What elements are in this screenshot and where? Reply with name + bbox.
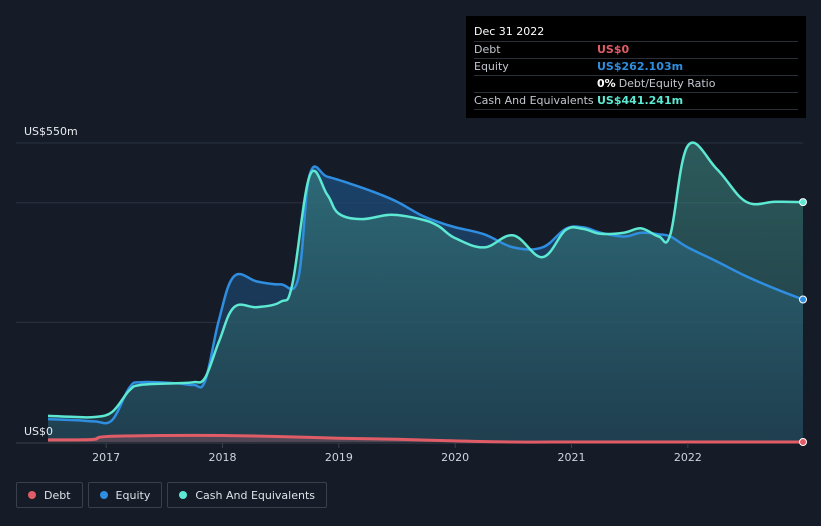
x-tick-label-2022: 2022 — [674, 451, 702, 464]
series-lines — [47, 141, 804, 444]
line-cash-and-equivalents — [47, 141, 804, 419]
y-axis-top-label: US$550m — [24, 125, 78, 138]
tooltip-row-cash: Cash And Equivalents US$441.241m — [474, 92, 798, 110]
x-tick-label-2017: 2017 — [92, 451, 120, 464]
tooltip-ratio-label: Debt/Equity Ratio — [618, 77, 716, 90]
x-axis-ticks: 2017 2018 2019 2020 2021 2022 — [92, 443, 702, 464]
x-tick-label-2018: 2018 — [208, 451, 236, 464]
chart-legend: Debt Equity Cash And Equivalents — [16, 482, 327, 508]
data-tooltip: Dec 31 2022 Debt US$0 Equity US$262.103m… — [466, 16, 806, 118]
tooltip-row-equity: Equity US$262.103m — [474, 58, 798, 75]
tooltip-equity-label: Equity — [474, 60, 509, 73]
series-areas — [48, 142, 803, 443]
legend-equity-label: Equity — [115, 488, 151, 502]
legend-equity-dot-icon — [99, 491, 108, 499]
x-tick-label-2019: 2019 — [325, 451, 353, 464]
endpoint-cash-and-equivalents — [799, 198, 807, 207]
tooltip-date: Dec 31 2022 — [474, 25, 545, 38]
legend-debt-dot-icon — [28, 491, 36, 499]
legend-item-cash[interactable]: Cash And Equivalents — [167, 482, 327, 508]
tooltip-ratio-value: 0% — [597, 77, 616, 90]
legend-item-equity[interactable]: Equity — [87, 482, 163, 508]
series-endpoints — [799, 198, 807, 446]
tooltip-debt-label: Debt — [474, 43, 501, 56]
x-tick-label-2021: 2021 — [557, 451, 585, 464]
y-axis-bottom-label: US$0 — [24, 425, 53, 438]
tooltip-equity-value: US$262.103m — [597, 60, 684, 73]
tooltip-row-ratio: 0% Debt/Equity Ratio — [474, 75, 798, 92]
legend-item-debt[interactable]: Debt — [16, 482, 83, 508]
area-cash-and-equivalents — [48, 142, 803, 442]
legend-debt-label: Debt — [44, 488, 71, 502]
tooltip-debt-value: US$0 — [597, 43, 630, 56]
x-tick-label-2020: 2020 — [441, 451, 469, 464]
endpoint-debt — [799, 438, 807, 446]
line-debt — [47, 433, 803, 444]
tooltip-cash-label: Cash And Equivalents — [474, 94, 594, 107]
legend-cash-label: Cash And Equivalents — [195, 488, 315, 502]
tooltip-row-debt: Debt US$0 — [474, 41, 798, 58]
tooltip-cash-value: US$441.241m — [597, 94, 684, 107]
endpoint-equity — [799, 295, 807, 304]
legend-cash-dot-icon — [179, 491, 188, 499]
